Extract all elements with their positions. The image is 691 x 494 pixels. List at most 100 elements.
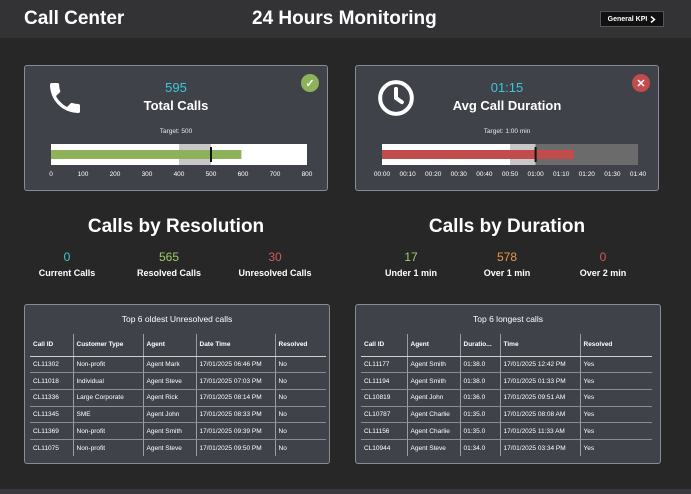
table-cell: 17/01/2025 01:33 PM (500, 372, 581, 390)
table-cell: CL10944 (361, 439, 408, 457)
table-cell: 17/01/2025 08:33 PM (196, 406, 276, 424)
table-cell: No (275, 389, 326, 407)
table-cell: 17/01/2025 06:46 PM (196, 356, 276, 374)
table-cell: CL11018 (30, 372, 74, 390)
column-header[interactable]: Call ID (361, 334, 408, 357)
table-cell: CL11194 (361, 372, 408, 390)
general-kpi-button-label: General KPI (607, 15, 648, 23)
table-cell: 01:35.0 (460, 422, 501, 440)
over-1-min-label: Over 1 min (483, 268, 531, 278)
total-calls-label: Total Calls (143, 98, 209, 113)
table-cell: Agent Steve (407, 439, 461, 457)
table-cell: No (275, 372, 326, 390)
table-row[interactable]: CL11177 Agent Smith 01:38.0 17/01/2025 12:4… (361, 356, 652, 374)
longest-calls-panel: Top 6 longest calls Call ID Agent Durati… (355, 304, 661, 464)
table-row[interactable]: CL11194 Agent Smith 01:38.0 17/01/2025 01:3… (361, 372, 652, 390)
over-1-min-value: 578 (496, 250, 518, 264)
bullet-actual-bar (51, 150, 242, 159)
table-row[interactable]: CL11369 Non-profit Agent Smith 17/01/2025 0… (30, 422, 326, 440)
table-cell: Yes (580, 422, 652, 440)
table-cell: Individual (73, 372, 144, 390)
table-cell: Agent Smith (407, 356, 461, 374)
table-cell: CL11302 (30, 356, 74, 374)
bullet-tick-label: 400 (174, 171, 185, 178)
table-row[interactable]: CL11302 Non-profit Agent Mark 17/01/2025 06… (30, 356, 326, 374)
table-row[interactable]: CL10944 Agent Steve 01:34.0 17/01/2025 03:3… (361, 439, 652, 457)
table-cell: CL10819 (361, 389, 408, 407)
bullet-tick-label: 100 (78, 171, 89, 178)
bullet-tick-label: 300 (142, 171, 153, 178)
bullet-tick-label: 500 (206, 171, 217, 178)
column-header[interactable]: Date Time (196, 334, 276, 357)
resolved-calls-value: 565 (158, 250, 180, 264)
table-row[interactable]: CL11156 Agent Charlie 01:35.0 17/01/2025 11… (361, 422, 652, 440)
bullet-tick-label: 00:50 (502, 171, 519, 178)
column-header[interactable]: Time (500, 334, 581, 357)
total-calls-target: Target: 500 (159, 128, 193, 135)
chevron-right-icon (650, 15, 656, 23)
table-row[interactable]: CL11075 Non-profit Agent Steve 17/01/2025 0… (30, 439, 326, 457)
avg-duration-card: 01:15 Avg Call Duration ✕ Target: 1:00 m… (355, 65, 659, 191)
table-cell: 17/01/2025 07:03 PM (196, 372, 276, 390)
table-cell: Agent John (407, 389, 461, 407)
total-calls-card: 595 Total Calls ✓ Target: 500 0 100 200 300… (24, 65, 328, 191)
table-cell: CL11345 (30, 406, 74, 424)
table-cell: Agent Rick (143, 389, 197, 407)
table-cell: SME (73, 406, 144, 424)
under-1-min-value: 17 (404, 250, 418, 264)
table-cell: Large Corporate (73, 389, 144, 407)
table-cell: 17/01/2025 09:51 AM (500, 389, 581, 407)
column-header[interactable]: Agent (407, 334, 461, 357)
table-cell: 17/01/2025 03:34 PM (500, 439, 581, 457)
general-kpi-button[interactable]: General KPI (600, 11, 664, 27)
avg-duration-target: Target: 1:00 min (483, 128, 531, 135)
resolution-section-title: Calls by Resolution (87, 216, 265, 237)
bullet-tick-label: 0 (49, 171, 53, 178)
table-cell: CL10787 (361, 406, 408, 424)
column-header[interactable]: Agent (143, 334, 197, 357)
table-cell: Agent Charlie (407, 422, 461, 440)
table-cell: 17/01/2025 08:08 AM (500, 406, 581, 424)
column-header[interactable]: Duratio... (460, 334, 501, 357)
column-header[interactable]: Call ID (30, 334, 74, 357)
clock-icon (378, 80, 414, 116)
unresolved-calls-label: Unresolved Calls (238, 268, 312, 278)
column-header[interactable]: Customer Type (73, 334, 144, 357)
column-header[interactable]: Resolved (275, 334, 326, 357)
bullet-range (535, 144, 638, 165)
under-1-min-label: Under 1 min (384, 268, 437, 278)
table-row[interactable]: CL10819 Agent John 01:36.0 17/01/2025 09:51… (361, 389, 652, 407)
table-cell: CL11336 (30, 389, 74, 407)
bullet-target-marker (534, 147, 537, 162)
bullet-tick-label: 00:20 (425, 171, 442, 178)
table-cell: 17/01/2025 12:42 PM (500, 356, 581, 374)
longest-table-title: Top 6 longest calls (473, 314, 543, 324)
table-cell: 17/01/2025 11:33 AM (500, 422, 581, 440)
bullet-range (211, 144, 307, 165)
column-header[interactable]: Resolved (580, 334, 652, 357)
phone-icon (50, 83, 80, 113)
longest-calls-table: Call ID Agent Duratio... Time Resolved C… (361, 334, 652, 457)
table-cell: CL11156 (361, 422, 408, 440)
table-cell: Yes (580, 389, 652, 407)
table-cell: Agent Mark (143, 356, 197, 374)
table-cell: Non-profit (73, 356, 144, 374)
table-cell: 17/01/2025 09:39 PM (196, 422, 276, 440)
table-row[interactable]: CL11336 Large Corporate Agent Rick 17/01/20… (30, 389, 326, 407)
table-cell: No (278, 444, 287, 452)
table-cell: Non-profit (73, 422, 144, 440)
resolved-calls-label: Resolved Calls (136, 268, 202, 278)
footer-bar (0, 489, 691, 494)
bullet-tick-label: 01:20 (579, 171, 596, 178)
table-row[interactable]: CL11018 Individual Agent Steve 17/01/2025 0… (30, 372, 326, 390)
bullet-tick-label: 01:00 (527, 171, 544, 178)
table-cell: 17/01/2025 09:50 PM (196, 439, 276, 457)
close-icon: ✕ (632, 74, 650, 92)
bullet-tick-label: 01:30 (604, 171, 621, 178)
bullet-tick-label: 00:40 (476, 171, 493, 178)
table-row[interactable]: CL11345 SME Agent John 17/01/2025 08:33 PM N… (30, 406, 326, 424)
current-calls-label: Current Calls (38, 268, 96, 278)
bullet-target-marker (210, 147, 212, 162)
table-cell: 01:34.0 (460, 439, 501, 457)
table-row[interactable]: CL10787 Agent Charlie 01:35.0 17/01/2025 08… (361, 406, 652, 424)
